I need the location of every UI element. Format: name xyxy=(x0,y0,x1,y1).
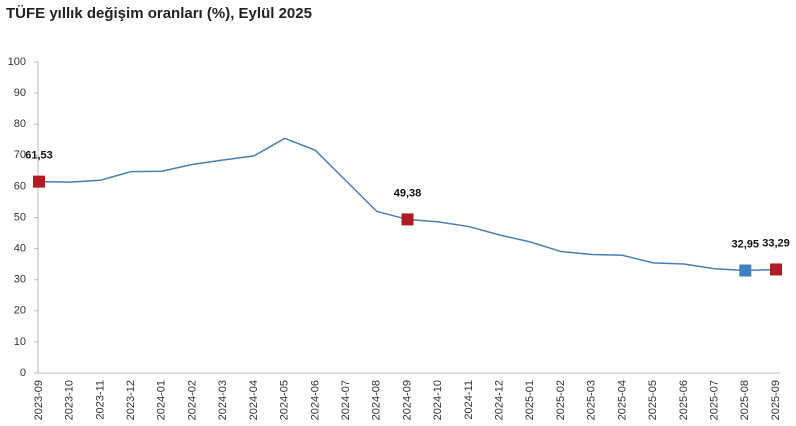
x-tick-label: 2024-06 xyxy=(309,380,321,420)
x-tick-label: 2025-04 xyxy=(616,380,628,420)
x-tick-label: 2024-02 xyxy=(186,380,198,420)
x-tick-label: 2025-08 xyxy=(739,380,751,420)
x-tick-label: 2024-09 xyxy=(401,380,413,420)
x-tick-label: 2023-10 xyxy=(64,380,76,420)
x-tick-label: 2025-03 xyxy=(586,380,598,420)
x-tick-label: 2024-12 xyxy=(494,380,506,420)
y-tick-label: 40 xyxy=(14,243,26,255)
y-tick-label: 90 xyxy=(14,87,26,99)
x-tick-label: 2024-01 xyxy=(156,380,168,420)
x-tick-label: 2025-05 xyxy=(647,380,659,420)
y-tick-label: 70 xyxy=(14,149,26,161)
marker xyxy=(33,175,45,188)
x-tick-label: 2025-09 xyxy=(770,380,782,420)
y-tick-label: 80 xyxy=(14,118,26,130)
x-tick-label: 2024-07 xyxy=(340,380,352,420)
x-tick-label: 2025-02 xyxy=(555,380,567,420)
y-tick-label: 100 xyxy=(8,56,26,68)
x-tick-label: 2023-09 xyxy=(33,380,45,420)
x-tick-label: 2023-11 xyxy=(94,380,106,420)
marker xyxy=(770,263,782,276)
x-tick-label: 2025-01 xyxy=(524,380,536,420)
x-tick-label: 2024-03 xyxy=(217,380,229,420)
y-tick-label: 60 xyxy=(14,180,26,192)
marker xyxy=(401,213,414,226)
x-tick-label: 2024-05 xyxy=(279,380,291,420)
value-label: 32,95 xyxy=(732,238,760,250)
x-tick-label: 2023-12 xyxy=(125,380,137,420)
y-tick-label: 30 xyxy=(14,274,26,286)
y-tick-label: 50 xyxy=(14,211,26,223)
y-tick-label: 20 xyxy=(14,305,26,317)
x-tick-label: 2024-04 xyxy=(248,380,260,420)
line xyxy=(38,137,777,272)
y-tick-label: 10 xyxy=(14,336,26,348)
chart-title: TÜFE yıllık değişim oranları (%), Eylül … xyxy=(6,5,312,22)
x-tick-label: 2024-08 xyxy=(371,380,383,420)
marker xyxy=(739,264,752,277)
value-label: 61,53 xyxy=(25,150,53,162)
x-tick-label: 2024-10 xyxy=(432,380,444,420)
value-label: 49,38 xyxy=(394,187,422,199)
value-label: 33,29 xyxy=(762,237,790,249)
x-tick-label: 2024-11 xyxy=(463,380,475,420)
x-tick-label: 2025-06 xyxy=(678,380,690,420)
x-tick-label: 2025-07 xyxy=(708,380,720,420)
y-tick-label: 0 xyxy=(20,367,26,379)
